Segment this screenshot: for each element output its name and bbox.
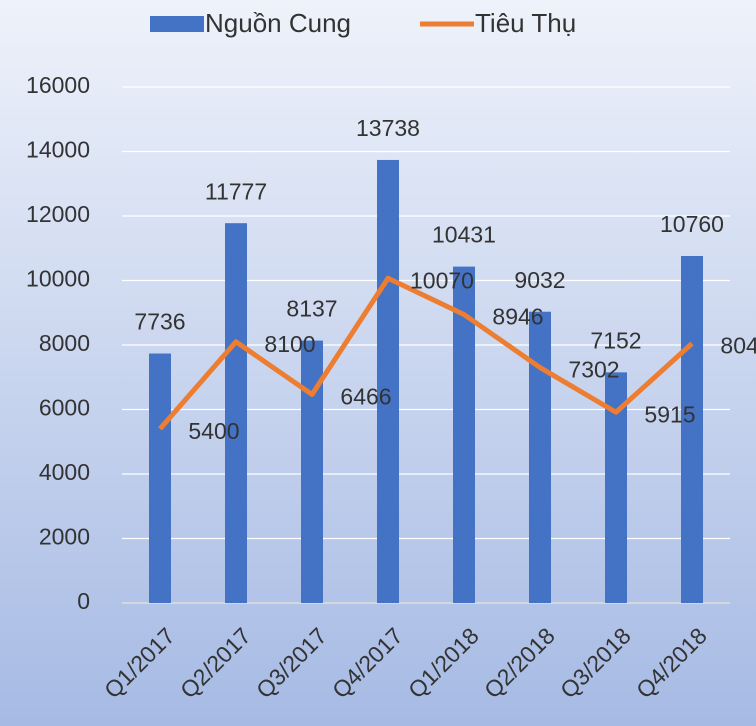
data-label: 8046 (720, 333, 756, 359)
data-label: 7736 (134, 309, 185, 335)
data-label: 6466 (340, 384, 391, 410)
data-label: 10431 (432, 222, 496, 248)
y-tick-label: 4000 (39, 459, 90, 485)
y-tick-label: 16000 (26, 72, 90, 98)
line (158, 275, 694, 431)
legend-label: Nguồn Cung (205, 8, 351, 38)
bar (681, 255, 703, 604)
bar (529, 311, 551, 603)
y-tick-label: 12000 (26, 201, 90, 227)
data-label: 8946 (492, 304, 543, 330)
y-tick-label: 14000 (26, 137, 90, 163)
y-tick-label: 8000 (39, 330, 90, 356)
data-label: 7302 (568, 357, 619, 383)
bar (453, 266, 475, 603)
legend-swatch (150, 16, 204, 32)
y-tick-label: 2000 (39, 524, 90, 550)
bar (301, 340, 323, 603)
legend-label: Tiêu Thụ (475, 8, 576, 38)
data-label: 11777 (205, 178, 267, 204)
data-label: 10760 (660, 211, 724, 237)
data-label: 8137 (286, 296, 337, 322)
bar (225, 223, 247, 603)
bar (149, 353, 171, 603)
data-label: 7152 (590, 327, 641, 353)
data-label: 10070 (410, 267, 474, 293)
data-label: 9032 (514, 267, 565, 293)
data-label: 13738 (356, 115, 420, 141)
y-tick-label: 10000 (26, 266, 90, 292)
data-label: 5400 (188, 418, 239, 444)
bar (605, 372, 627, 603)
data-label: 5915 (644, 401, 695, 427)
bar (377, 159, 399, 603)
y-tick-label: 6000 (39, 395, 90, 421)
data-label: 8100 (264, 331, 315, 357)
y-tick-label: 0 (77, 588, 90, 614)
